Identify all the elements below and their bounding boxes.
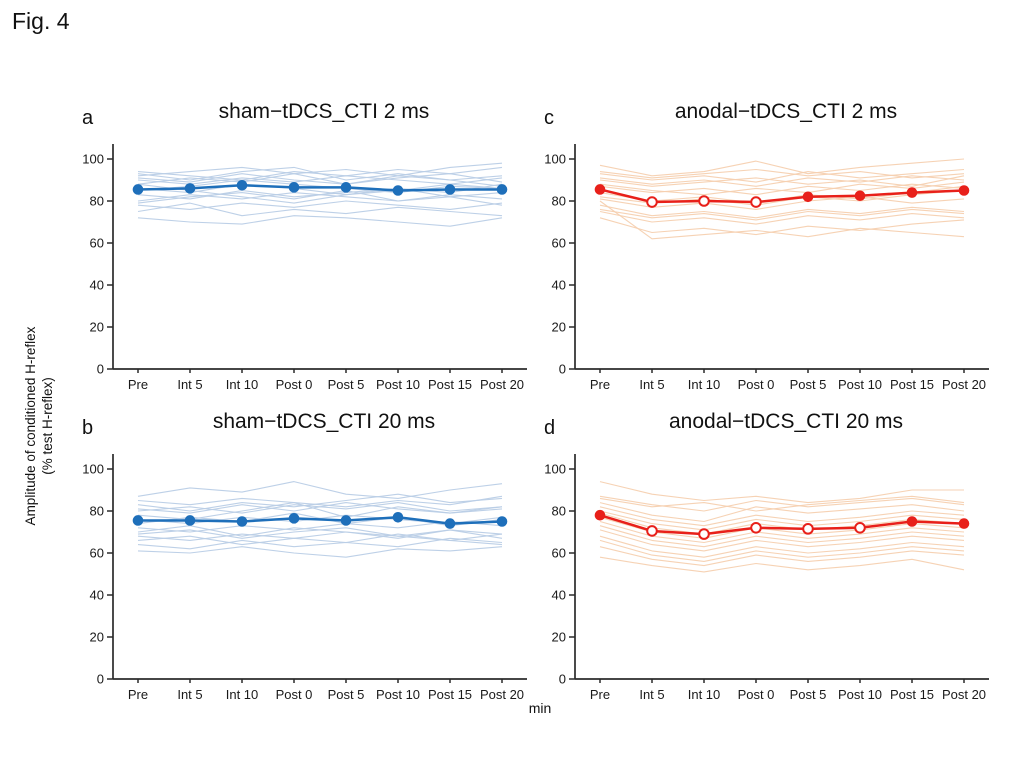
svg-text:60: 60 <box>552 546 566 561</box>
svg-text:Pre: Pre <box>128 377 148 392</box>
svg-text:Post 5: Post 5 <box>328 377 365 392</box>
mean-series <box>594 509 970 540</box>
svg-text:Int 5: Int 5 <box>177 377 202 392</box>
panel-c-title: anodal−tDCS_CTI 2 ms <box>674 100 898 123</box>
panel-b-chart: 0 20 40 60 80 100 Pre Int 5 Int 10 Post 0 Post 5 Po… <box>82 454 527 702</box>
x-axis-label: min <box>528 700 552 716</box>
svg-text:40: 40 <box>90 588 104 603</box>
svg-text:Post 5: Post 5 <box>790 377 827 392</box>
axes: 0 20 40 60 80 100 Pre Int 5 Int 10 Post 0 Post 5 Po… <box>544 144 989 392</box>
svg-text:Int 5: Int 5 <box>639 377 664 392</box>
svg-text:40: 40 <box>90 278 104 293</box>
panel-a-title: sham−tDCS_CTI 2 ms <box>218 100 430 123</box>
mean-series <box>594 184 970 208</box>
svg-text:Post 20: Post 20 <box>942 377 986 392</box>
panel-d-letter: d <box>544 417 556 439</box>
svg-text:Post 10: Post 10 <box>838 377 882 392</box>
svg-text:Post 5: Post 5 <box>328 687 365 702</box>
svg-text:0: 0 <box>97 362 104 377</box>
panel-c-chart: 0 20 40 60 80 100 Pre Int 5 Int 10 Post 0 Post 5 Po… <box>544 144 989 392</box>
svg-text:100: 100 <box>82 152 104 167</box>
svg-text:80: 80 <box>90 194 104 209</box>
svg-text:Post 10: Post 10 <box>376 687 420 702</box>
svg-text:0: 0 <box>559 362 566 377</box>
individual-lines <box>599 481 965 573</box>
panel-d-chart: 0 20 40 60 80 100 Pre Int 5 Int 10 Post 0 Post 5 Po… <box>544 454 989 702</box>
y-axis-label-line2: (% test H-reflex) <box>40 377 55 475</box>
svg-text:Pre: Pre <box>590 687 610 702</box>
mean-series <box>132 179 508 196</box>
panel-c: c anodal−tDCS_CTI 2 ms 0 20 40 60 80 100 Pre In… <box>540 95 1002 407</box>
panel-a-letter: a <box>82 107 94 129</box>
svg-text:Post 0: Post 0 <box>738 377 775 392</box>
y-axis-label: Amplitude of conditioned H-reflex (% tes… <box>22 256 62 596</box>
svg-text:Post 20: Post 20 <box>942 687 986 702</box>
svg-text:Int 10: Int 10 <box>226 687 259 702</box>
svg-text:80: 80 <box>552 504 566 519</box>
axes: 0 20 40 60 80 100 Pre Int 5 Int 10 Post 0 Post 5 Po… <box>544 454 989 702</box>
panel-a-chart: 0 20 40 60 80 100 Pre Int 5 Int 10 Post 0 Post 5 Po… <box>82 144 527 392</box>
axes: 0 20 40 60 80 100 Pre Int 5 Int 10 Post 0 Post 5 Po… <box>82 144 527 392</box>
svg-text:Pre: Pre <box>128 687 148 702</box>
panel-a: a sham−tDCS_CTI 2 ms 0 20 40 60 80 100 Pre Int … <box>78 95 540 407</box>
svg-text:80: 80 <box>552 194 566 209</box>
svg-text:100: 100 <box>544 462 566 477</box>
svg-text:40: 40 <box>552 278 566 293</box>
svg-text:Post 10: Post 10 <box>376 377 420 392</box>
svg-text:20: 20 <box>552 630 566 645</box>
panel-b-title: sham−tDCS_CTI 20 ms <box>212 410 436 433</box>
individual-lines <box>137 162 503 227</box>
svg-text:Post 15: Post 15 <box>890 377 934 392</box>
figure-number-label: Fig. 4 <box>12 8 70 34</box>
svg-text:0: 0 <box>97 672 104 687</box>
svg-text:Post 20: Post 20 <box>480 687 524 702</box>
svg-text:100: 100 <box>82 462 104 477</box>
svg-text:Int 5: Int 5 <box>639 687 664 702</box>
svg-text:20: 20 <box>90 320 104 335</box>
svg-text:Int 5: Int 5 <box>177 687 202 702</box>
mean-series <box>132 512 508 529</box>
panel-d-title: anodal−tDCS_CTI 20 ms <box>668 410 904 433</box>
y-axis-label-line1: Amplitude of conditioned H-reflex <box>23 326 38 526</box>
svg-text:Post 15: Post 15 <box>428 377 472 392</box>
svg-text:Post 10: Post 10 <box>838 687 882 702</box>
svg-text:Post 0: Post 0 <box>738 687 775 702</box>
svg-text:80: 80 <box>90 504 104 519</box>
svg-text:Post 15: Post 15 <box>428 687 472 702</box>
svg-text:Int 10: Int 10 <box>688 687 721 702</box>
svg-text:Int 10: Int 10 <box>226 377 259 392</box>
svg-text:60: 60 <box>90 236 104 251</box>
svg-text:20: 20 <box>90 630 104 645</box>
panel-c-letter: c <box>544 107 554 129</box>
svg-text:60: 60 <box>90 546 104 561</box>
panel-b: b sham−tDCS_CTI 20 ms 0 20 40 60 80 100 Pre Int… <box>78 405 540 717</box>
panel-d: d anodal−tDCS_CTI 20 ms 0 20 40 60 80 100 Pre I… <box>540 405 1002 717</box>
panel-b-letter: b <box>82 417 94 439</box>
axes: 0 20 40 60 80 100 Pre Int 5 Int 10 Post 0 Post 5 Po… <box>82 454 527 702</box>
svg-text:Post 0: Post 0 <box>276 687 313 702</box>
svg-text:Post 15: Post 15 <box>890 687 934 702</box>
svg-text:Pre: Pre <box>590 377 610 392</box>
svg-text:100: 100 <box>544 152 566 167</box>
svg-text:Post 0: Post 0 <box>276 377 313 392</box>
svg-text:0: 0 <box>559 672 566 687</box>
svg-text:Int 10: Int 10 <box>688 377 721 392</box>
svg-text:40: 40 <box>552 588 566 603</box>
svg-text:20: 20 <box>552 320 566 335</box>
svg-text:60: 60 <box>552 236 566 251</box>
svg-text:Post 20: Post 20 <box>480 377 524 392</box>
svg-text:Post 5: Post 5 <box>790 687 827 702</box>
